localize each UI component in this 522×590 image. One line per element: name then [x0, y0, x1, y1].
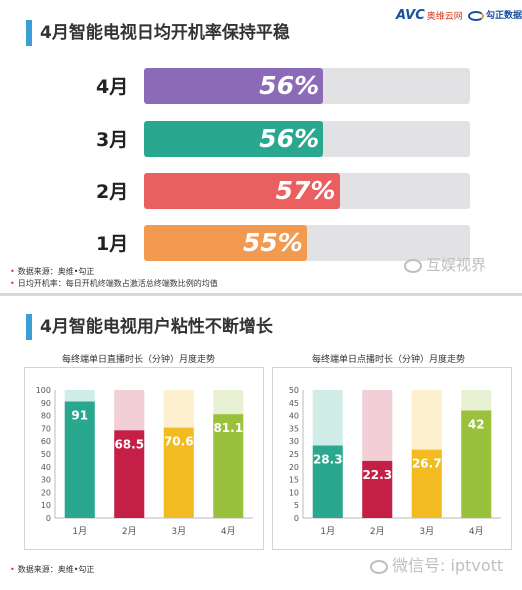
y-tick-label: 35: [289, 424, 299, 433]
wechat-icon: [370, 559, 388, 574]
top-panel: 4月智能电视日均开机率保持平稳 AVC 奥维云网 勾正数据 4月 56% 3月 56% 2…: [0, 0, 522, 293]
top-title: 4月智能电视日均开机率保持平稳: [40, 23, 290, 43]
title-accent-bar: [26, 314, 32, 340]
bar-value-label: 91: [71, 409, 88, 423]
x-tick-label: 2月: [122, 526, 137, 537]
y-tick-label: 90: [41, 399, 51, 408]
open-rate-bar: [144, 173, 340, 209]
y-tick-label: 15: [289, 476, 299, 485]
x-tick-label: 3月: [171, 526, 186, 537]
bar-value-label: 70.6: [164, 435, 194, 449]
y-tick-label: 45: [289, 399, 299, 408]
open-rate-row: 3月 56%: [0, 121, 522, 157]
open-rate-row: 2月 57%: [0, 173, 522, 209]
y-tick-label: 40: [289, 412, 299, 421]
bottom-title: 4月智能电视用户粘性不断增长: [40, 317, 273, 337]
bar: [163, 427, 194, 518]
x-tick-label: 3月: [419, 526, 434, 537]
bar: [312, 445, 343, 518]
live-duration-chart: 0 10 20 30 40 50 60 70 80 90 100 91 1月 68.5 2月 70.6 3月 81…: [24, 367, 264, 550]
month-label: 1月: [96, 233, 129, 255]
bar-value-label: 81.1: [213, 421, 243, 435]
month-label: 3月: [96, 129, 129, 151]
y-tick-label: 70: [41, 424, 51, 433]
wechat-icon: [404, 258, 422, 273]
open-rate-label: 56%: [259, 71, 320, 100]
bar-value-label: 26.7: [412, 457, 442, 471]
watermark-top: 互娱视界: [404, 254, 486, 275]
x-tick-label: 4月: [221, 526, 236, 537]
gouzheng-logo-icon: [468, 10, 484, 21]
gouzheng-logo: 勾正数据: [468, 8, 522, 21]
x-tick-label: 1月: [72, 526, 87, 537]
bar-value-label: 42: [468, 417, 485, 431]
y-tick-label: 10: [41, 501, 51, 510]
vod-chart-title: 每终端单日点播时长（分钟）月度走势: [312, 355, 466, 365]
y-tick-label: 100: [36, 386, 51, 395]
definition-note: • 日均开机率：每日开机终端数占激活总终端数比例的均值: [10, 279, 218, 288]
bar: [64, 401, 95, 518]
y-tick-label: 50: [289, 386, 299, 395]
open-rate-bar: [144, 121, 324, 157]
watermark-bottom: 微信号: iptvott: [370, 552, 503, 576]
open-rate-label: 57%: [275, 176, 336, 205]
y-tick-label: 30: [289, 437, 299, 446]
month-label: 2月: [96, 181, 129, 203]
open-rate-label: 56%: [259, 124, 320, 153]
y-tick-label: 10: [289, 488, 299, 497]
bar: [461, 410, 492, 518]
y-tick-label: 80: [41, 412, 51, 421]
vod-duration-svg: 0 5 10 15 20 25 30 35 40 45 50 28.3 1月 22.3 2月 26.7 3月 42…: [289, 386, 501, 537]
avc-logo: AVC 奥维云网: [396, 8, 463, 23]
y-tick-label: 20: [41, 488, 51, 497]
y-tick-label: 25: [289, 450, 299, 459]
source-note: • 数据来源：奥维•勾正: [10, 267, 95, 276]
x-tick-label: 1月: [320, 526, 335, 537]
y-tick-label: 0: [46, 514, 51, 523]
bar: [114, 430, 145, 518]
open-rate-row: 4月 56%: [0, 68, 522, 104]
bar-value-label: 28.3: [313, 453, 343, 467]
x-tick-label: 4月: [469, 526, 484, 537]
open-rate-bar: [144, 68, 324, 104]
month-label: 4月: [96, 76, 129, 98]
y-tick-label: 30: [41, 476, 51, 485]
vod-duration-chart: 0 5 10 15 20 25 30 35 40 45 50 28.3 1月 22.3 2月 26.7 3月 42…: [272, 367, 512, 550]
y-tick-label: 0: [294, 514, 299, 523]
title-accent-bar: [26, 20, 32, 46]
bar-value-label: 22.3: [362, 468, 392, 482]
bar: [213, 414, 244, 518]
y-tick-label: 50: [41, 450, 51, 459]
y-tick-label: 20: [289, 463, 299, 472]
live-duration-svg: 0 10 20 30 40 50 60 70 80 90 100 91 1月 68.5 2月 70.6 3月 81…: [36, 386, 253, 537]
bar: [411, 449, 442, 518]
x-tick-label: 2月: [370, 526, 385, 537]
open-rate-label: 55%: [243, 228, 303, 257]
open-rate-bar: [144, 225, 307, 261]
bar: [362, 460, 393, 518]
y-tick-label: 60: [41, 437, 51, 446]
open-rate-row: 1月 55%: [0, 225, 522, 261]
bottom-panel: 4月智能电视用户粘性不断增长 每终端单日直播时长（分钟）月度走势 每终端单日点播…: [0, 296, 522, 590]
y-tick-label: 5: [294, 501, 299, 510]
y-tick-label: 40: [41, 463, 51, 472]
source-note-bottom: • 数据来源：奥维•勾正: [10, 565, 95, 574]
bar-value-label: 68.5: [114, 437, 144, 451]
live-chart-title: 每终端单日直播时长（分钟）月度走势: [62, 355, 216, 365]
